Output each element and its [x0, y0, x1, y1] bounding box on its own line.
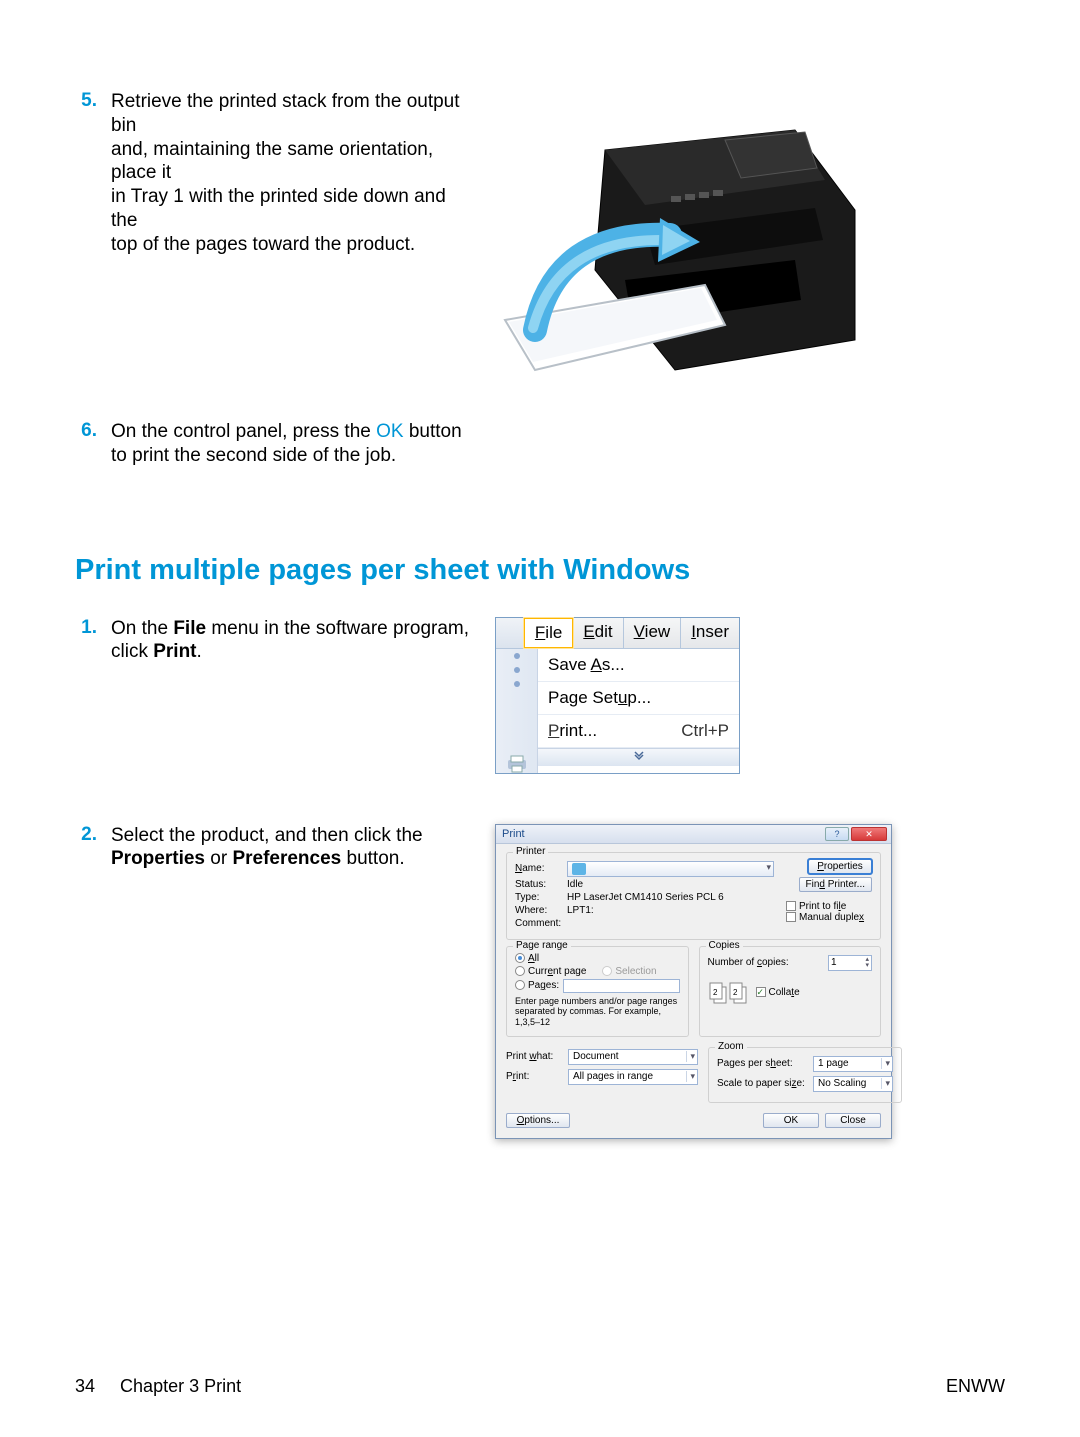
menu-expand[interactable]	[538, 748, 739, 766]
menu-file[interactable]: File	[524, 618, 573, 648]
menu-edit[interactable]: Edit	[573, 618, 623, 648]
printer-legend: Printer	[513, 846, 548, 857]
dialog-title: Print	[500, 828, 525, 840]
printer-icon	[506, 755, 528, 773]
pages-input[interactable]	[563, 979, 679, 993]
zoom-legend: Zoom	[715, 1041, 747, 1052]
menu-item-print[interactable]: Print... Ctrl+P	[538, 715, 739, 748]
svg-text:2: 2	[713, 988, 718, 997]
radio-current-page[interactable]: Current page	[515, 966, 586, 977]
step-5-text: Retrieve the printed stack from the outp…	[111, 90, 471, 256]
radio-pages[interactable]: Pages:	[515, 980, 559, 991]
dialog-help-button[interactable]: ?	[825, 827, 849, 841]
close-button[interactable]: Close	[825, 1113, 881, 1128]
menu-insert[interactable]: Inser	[681, 618, 739, 648]
page-range-legend: Page range	[513, 940, 571, 951]
menu-item-save-as[interactable]: Save As...	[538, 649, 739, 682]
pages-hint: Enter page numbers and/or page ranges se…	[515, 996, 680, 1028]
file-menu-screenshot: File Edit View Inser Save As... Page Set…	[495, 617, 740, 774]
chapter-title: Chapter 3 Print	[120, 1376, 241, 1396]
step-2-number: 2.	[79, 824, 111, 872]
step-1-text: On the File menu in the software program…	[111, 617, 471, 665]
pages-per-sheet-select[interactable]: 1 page	[813, 1056, 893, 1072]
ok-button[interactable]: OK	[763, 1113, 819, 1128]
print-what-select[interactable]: Document	[568, 1049, 698, 1065]
step-6-text: On the control panel, press the OK butto…	[111, 420, 471, 468]
printer-name-select[interactable]	[567, 861, 774, 877]
collate-icon: 1 2 1 2	[708, 979, 748, 1007]
page-number: 34	[75, 1376, 95, 1396]
printer-illustration	[495, 90, 865, 380]
section-title: Print multiple pages per sheet with Wind…	[75, 554, 1005, 587]
find-printer-button[interactable]: Find Printer...	[799, 877, 872, 892]
scale-select[interactable]: No Scaling	[813, 1076, 893, 1092]
copies-legend: Copies	[706, 940, 743, 951]
menu-item-page-setup[interactable]: Page Setup...	[538, 682, 739, 715]
print-dialog: Print ? ✕ Printer Name:	[495, 824, 892, 1139]
manual-duplex-checkbox[interactable]: Manual duplex	[786, 912, 864, 923]
step-2-text: Select the product, and then click the P…	[111, 824, 471, 872]
svg-text:2: 2	[733, 988, 738, 997]
radio-selection: Selection	[602, 966, 656, 977]
print-range-select[interactable]: All pages in range	[568, 1069, 698, 1085]
step-1-number: 1.	[79, 617, 111, 665]
menu-view[interactable]: View	[624, 618, 682, 648]
properties-button[interactable]: Properties	[808, 859, 872, 874]
options-button[interactable]: Options...	[506, 1113, 570, 1128]
radio-all[interactable]: All	[515, 953, 680, 964]
step-6-number: 6.	[79, 420, 111, 468]
step-5-number: 5.	[79, 90, 111, 256]
collate-checkbox[interactable]: Collate	[756, 987, 800, 998]
copies-spinner[interactable]: 1 ▴▾	[828, 955, 872, 971]
dialog-close-button[interactable]: ✕	[851, 827, 887, 841]
print-to-file-checkbox[interactable]: Print to file	[786, 901, 864, 912]
footer-right: ENWW	[946, 1376, 1005, 1397]
